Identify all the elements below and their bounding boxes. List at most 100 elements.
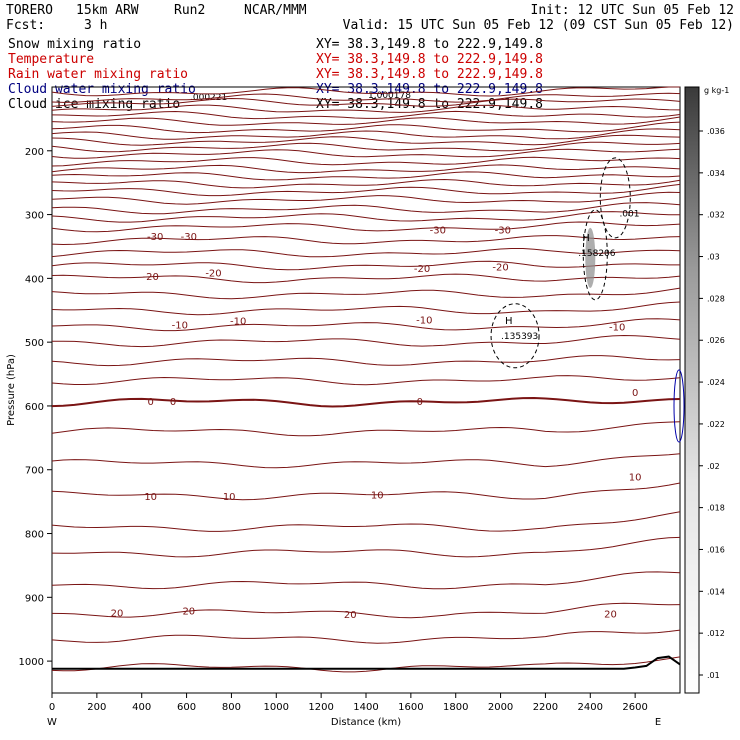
colorbar-ticks: .036 .034 .032 .03 .028 .026 .024 .022 .02 .018 .0… (699, 127, 725, 680)
temperature-label: 0 (147, 397, 153, 408)
field-xy: XY= 38.3,149.8 to 222.9,149.8 (316, 52, 543, 67)
valid-time: Valid: 15 UTC Sun 05 Feb 12 (09 CST Sun … (343, 18, 734, 33)
colorbar-tick-label: .022 (707, 420, 725, 429)
isotherm-line (51, 571, 681, 590)
temperature-label: -30 (181, 232, 197, 243)
colorbar-tick-label: .03 (707, 253, 720, 262)
snow-field: H .158206 H .135393 .001 (490, 157, 685, 443)
isotherm-line (51, 97, 681, 107)
x-tick-label: 400 (132, 702, 151, 713)
terrain-surface (52, 655, 681, 670)
isotherm-line (51, 235, 681, 246)
snow-contour (599, 157, 631, 239)
temperature-label: -20 (492, 263, 508, 274)
snow-contour (582, 209, 608, 301)
colorbar-tick-label: .024 (707, 378, 725, 387)
isotherm-line (51, 301, 681, 316)
snow-max-value: .158206 (578, 249, 615, 259)
isotherm-line (51, 602, 681, 619)
field-name: Snow mixing ratio (8, 37, 141, 52)
isotherm-line (51, 421, 681, 437)
temperature-label: -20 (414, 264, 430, 275)
temperature-label: 10 (371, 490, 384, 501)
isotherm-line (51, 178, 681, 189)
isotherm-line (51, 656, 681, 673)
temperature-label: -30 (495, 226, 511, 237)
temperature-label: 10 (144, 492, 157, 503)
y-tick-label: 300 (25, 211, 44, 222)
isotherm-line (51, 211, 680, 223)
isotherm-line (51, 273, 681, 284)
x-tick-label: 1800 (443, 702, 468, 713)
field-xy: XY= 38.3,149.8 to 222.9,149.8 (316, 67, 543, 82)
isotherm-line (51, 171, 681, 181)
temperature-label: -30 (430, 226, 446, 237)
temperature-label: -20 (205, 268, 221, 279)
isotherm-line (51, 110, 681, 120)
isotherm-line (51, 121, 681, 134)
isotherm-line (51, 318, 681, 332)
fcst-value: 3 h (84, 18, 107, 33)
zero-isotherm (51, 396, 681, 408)
snow-shading (585, 227, 596, 288)
cloud-water-contour (673, 369, 685, 443)
y-axis: 200 300 400 500 600 700 800 900 1000 (19, 147, 52, 668)
temperature-label: 0 (170, 397, 176, 408)
x-axis-label: Distance (km) (331, 717, 401, 728)
y-tick-label: 200 (25, 147, 44, 158)
x-axis-right-end: E (655, 717, 661, 728)
colorbar-tick-label: .01 (707, 671, 720, 680)
temperature-label: 0 (417, 397, 423, 408)
field-name: Cloud water mixing ratio (8, 82, 196, 97)
colorbar-units: g kg-1 (704, 86, 729, 95)
snow-max-value: .135393 (501, 332, 538, 342)
isotherm-line (51, 355, 681, 367)
field-name: Cloud ice mixing ratio (8, 97, 180, 112)
model-resolution: 15km ARW (76, 3, 139, 18)
colorbar (684, 86, 700, 694)
colorbar-tick-label: .028 (707, 294, 725, 303)
x-tick-label: 800 (222, 702, 241, 713)
isotherm-line (51, 334, 681, 348)
y-tick-label: 400 (25, 274, 44, 285)
y-tick-label: 1000 (19, 657, 44, 668)
isotherm-line (51, 260, 680, 271)
temperature-label: 20 (111, 608, 124, 619)
colorbar-tick-label: .032 (707, 211, 725, 220)
isotherm-line (51, 248, 681, 258)
isotherm-line (51, 148, 681, 159)
isotherm-line (51, 629, 681, 644)
org-name: NCAR/MMM (244, 3, 307, 18)
x-tick-label: 1600 (398, 702, 423, 713)
colorbar-tick-label: .034 (707, 169, 725, 178)
snow-max-marker: H (505, 316, 513, 327)
x-tick-label: 0 (49, 702, 55, 713)
y-tick-label: 600 (25, 402, 44, 413)
temperature-label: 10 (223, 492, 236, 503)
isotherm-line (51, 482, 681, 501)
isotherm-line (51, 511, 681, 532)
x-tick-label: 2600 (622, 702, 647, 713)
temperature-labels: -30 -30 -30 -30 -20 -20 -20 -20 -10 -10 -10 -10 0 0 0 0… (111, 226, 642, 622)
isotherm-line (51, 141, 681, 153)
isotherm-line (51, 287, 681, 300)
isotherm-line (51, 453, 681, 469)
isotherm-line (51, 104, 681, 113)
temperature-contours (51, 86, 681, 673)
colorbar-tick-label: .036 (707, 127, 725, 136)
colorbar-tick-label: .018 (707, 504, 725, 513)
temperature-label: -10 (609, 322, 625, 333)
overlay-value: .000221 (190, 93, 227, 103)
colorbar-tick-label: .016 (707, 545, 725, 554)
isotherm-line (51, 86, 680, 97)
isotherm-line (51, 375, 681, 386)
isotherm-line (51, 164, 681, 174)
x-axis-left-end: W (47, 717, 57, 728)
isotherm-line (51, 156, 681, 167)
model-name: TORERO (6, 3, 53, 18)
field-xy: XY= 38.3,149.8 to 222.9,149.8 (316, 37, 543, 52)
init-time: Init: 12 UTC Sun 05 Feb 12 (531, 3, 735, 18)
snow-max-marker: H (582, 233, 590, 244)
colorbar-tick-label: .012 (707, 629, 725, 638)
field-name: Temperature (8, 52, 94, 67)
